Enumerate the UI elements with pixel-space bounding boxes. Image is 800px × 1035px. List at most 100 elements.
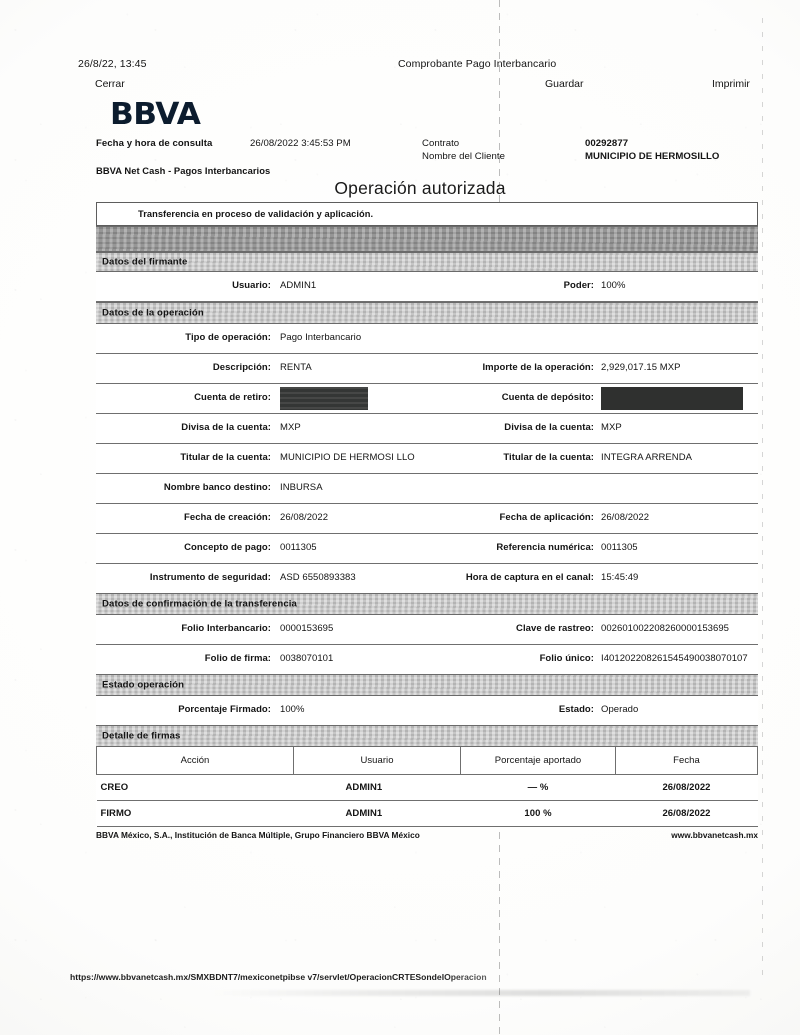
cell-accion: FIRMO: [96, 800, 294, 827]
section-header-signer-label: Datos del firmante: [102, 256, 188, 268]
field-label: Tipo de operación:: [185, 332, 271, 343]
field-label: Referencia numérica:: [496, 542, 594, 553]
print-button[interactable]: Imprimir: [712, 78, 750, 90]
field-label: Folio Interbancario:: [181, 623, 271, 634]
field-label: Concepto de pago:: [184, 542, 271, 553]
amount-value: 2,929,017.15 MXP: [601, 362, 681, 373]
consult-datetime-label: Fecha y hora de consulta: [96, 138, 213, 149]
column-header-porcentaje: Porcentaje aportado: [460, 747, 616, 775]
cell-fecha: 26/08/2022: [615, 800, 758, 827]
field-label: Instrumento de seguridad:: [149, 572, 271, 583]
data-row: Cuenta de retiro: Cuenta de depósito:: [96, 384, 758, 414]
field-label: Porcentaje Firmado:: [178, 704, 271, 715]
field-value: MUNICIPIO DE HERMOSI LLO: [280, 452, 415, 463]
product-line-label: BBVA Net Cash - Pagos Interbancarios: [96, 165, 271, 176]
data-row: Usuario: ADMIN1 Poder: 100%: [96, 272, 758, 302]
column-header-usuario: Usuario: [293, 747, 461, 775]
field-label: Usuario:: [232, 280, 271, 291]
redacted-withdrawal-account: [280, 387, 368, 410]
print-actions-bar: Cerrar Guardar Imprimir: [78, 78, 750, 92]
field-label: Titular de la cuenta:: [503, 452, 594, 463]
section-header-signature-detail-label: Detalle de firmas: [102, 730, 181, 742]
status-notice: Transferencia en proceso de validación y…: [96, 202, 758, 226]
field-value: 100%: [280, 704, 305, 715]
document-title: Comprobante Pago Interbancario: [398, 58, 557, 70]
receipt-body: Transferencia en proceso de validación y…: [96, 202, 758, 845]
field-label: Estado:: [558, 704, 594, 715]
field-label: Titular de la cuenta:: [180, 452, 271, 463]
data-row: Tipo de operación: Pago Interbancario: [96, 324, 758, 354]
field-label: Poder:: [563, 280, 594, 291]
scan-smudge: [210, 990, 750, 996]
field-value: 26/08/2022: [601, 512, 650, 523]
field-value: 100%: [601, 280, 626, 291]
table-row: FIRMO ADMIN1 100 % 26/08/2022: [96, 800, 758, 827]
legal-footer: BBVA México, S.A., Institución de Banca …: [96, 827, 758, 845]
close-button[interactable]: Cerrar: [95, 78, 125, 90]
field-label: Fecha de creación:: [184, 512, 271, 523]
page-title: Operación autorizada: [334, 178, 506, 198]
field-label: Clave de rastreo:: [516, 623, 594, 634]
field-value: RENTA: [280, 362, 312, 373]
field-value: 0011305: [280, 542, 317, 553]
status-badge: Operado: [601, 704, 639, 715]
data-row: Nombre banco destino: INBURSA: [96, 474, 758, 504]
consult-datetime-value: 26/08/2022 3:45:53 PM: [250, 138, 351, 149]
section-header-operation-state-label: Estado operación: [102, 679, 185, 691]
field-label: Importe de la operación:: [482, 362, 594, 373]
field-label: Folio único:: [539, 653, 594, 664]
section-header-transfer-confirmation-label: Datos de confirmación de la transferenci…: [102, 598, 297, 610]
bbva-logo: BBVA: [110, 97, 201, 132]
data-row: Instrumento de seguridad: ASD 6550893383…: [96, 564, 758, 593]
print-timestamp: 26/8/22, 13:45: [78, 58, 147, 70]
field-value: ADMIN1: [280, 280, 317, 291]
field-value: ASD 6550893383: [280, 572, 356, 583]
field-value: 0011305: [601, 542, 638, 553]
field-label: Cuenta de depósito:: [501, 392, 594, 403]
cell-porcentaje: — %: [460, 774, 616, 801]
field-value: 26/08/2022: [280, 512, 329, 523]
data-row: Folio Interbancario: 0000153695 Clave de…: [96, 615, 758, 645]
contract-value: 00292877: [585, 138, 629, 149]
contract-label: Contrato: [422, 138, 460, 149]
legal-entity-text: BBVA México, S.A., Institución de Banca …: [96, 830, 420, 840]
cell-porcentaje: 100 %: [460, 800, 616, 827]
cell-usuario: ADMIN1: [293, 774, 461, 801]
field-value: 0038070101: [280, 653, 334, 664]
signature-detail-table: Acción Usuario Porcentaje aportado Fecha…: [96, 747, 758, 827]
field-label: Fecha de aplicación:: [499, 512, 594, 523]
data-row: Descripción: RENTA Importe de la operaci…: [96, 354, 758, 384]
column-header-accion: Acción: [96, 747, 294, 775]
field-value: INTEGRA ARRENDA: [601, 452, 693, 463]
cell-usuario: ADMIN1: [293, 800, 461, 827]
field-value: INBURSA: [280, 482, 323, 493]
field-value: 0000153695: [280, 623, 334, 634]
tracking-key-value: 002601002208260000153695: [601, 623, 730, 634]
legal-site-url: www.bbvanetcash.mx: [671, 830, 758, 840]
section-header-operation-state: Estado operación: [96, 674, 758, 696]
data-row: Concepto de pago: 0011305 Referencia num…: [96, 534, 758, 564]
data-row: Titular de la cuenta: MUNICIPIO DE HERMO…: [96, 444, 758, 474]
field-value: MXP: [280, 422, 301, 433]
client-name-value: MUNICIPIO DE HERMOSILLO: [585, 151, 720, 162]
unique-folio-value: I401202208261545490038070107: [601, 653, 748, 664]
field-label: Folio de firma:: [204, 653, 271, 664]
field-label: Hora de captura en el canal:: [465, 572, 594, 583]
field-label: Divisa de la cuenta:: [504, 422, 594, 433]
field-value: MXP: [601, 422, 622, 433]
table-row: CREO ADMIN1 — % 26/08/2022: [96, 774, 758, 801]
field-label: Descripción:: [212, 362, 271, 373]
status-notice-text: Transferencia en proceso de validación y…: [138, 209, 374, 219]
section-divider-band: [96, 226, 758, 252]
section-header-signer: Datos del firmante: [96, 252, 758, 272]
browser-url-footer: https://www.bbvanetcash.mx/SMXBDNT7/mexi…: [70, 972, 487, 982]
field-value: Pago Interbancario: [280, 332, 362, 343]
field-value: 15:45:49: [601, 572, 639, 583]
data-row: Fecha de creación: 26/08/2022 Fecha de a…: [96, 504, 758, 534]
save-button[interactable]: Guardar: [545, 78, 584, 90]
field-label: Nombre banco destino:: [163, 482, 271, 493]
data-row: Folio de firma: 0038070101 Folio único: …: [96, 645, 758, 674]
table-header-row: Acción Usuario Porcentaje aportado Fecha: [96, 747, 758, 775]
section-header-operation-data-label: Datos de la operación: [102, 307, 204, 319]
